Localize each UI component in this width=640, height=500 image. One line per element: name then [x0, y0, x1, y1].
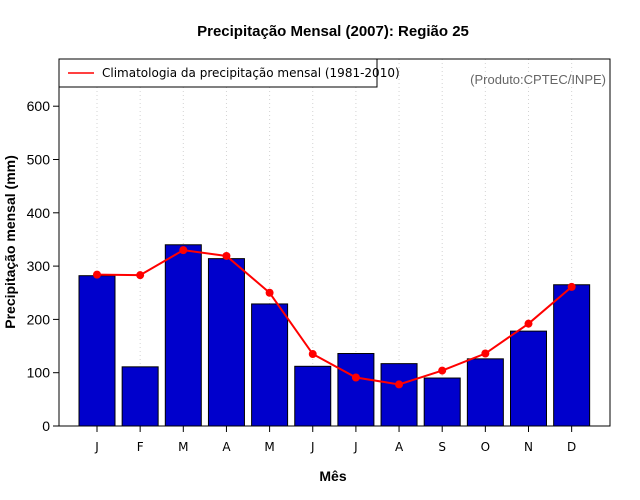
climatology-series — [93, 246, 576, 389]
bar-6 — [294, 365, 332, 427]
bar-5 — [251, 303, 289, 427]
bar-8 — [380, 363, 418, 427]
climatology-point-5 — [265, 288, 274, 297]
x-tick-label: A — [222, 440, 231, 454]
bar-9 — [423, 377, 461, 427]
climatology-point-2 — [136, 271, 145, 280]
x-tick-label: F — [137, 440, 144, 454]
x-tick-label: S — [438, 440, 446, 454]
x-tick-label: M — [264, 440, 274, 454]
bar-4 — [207, 258, 245, 427]
climatology-point-9 — [438, 366, 447, 375]
bar-10 — [466, 358, 504, 427]
x-tick-label: D — [567, 440, 576, 454]
bar-series — [78, 244, 591, 427]
climatology-point-8 — [395, 380, 404, 389]
legend: Climatologia da precipitação mensal (198… — [58, 58, 400, 88]
source-credit: (Produto:CPTEC/INPE) — [470, 72, 606, 87]
x-tick-label: O — [481, 440, 490, 454]
bar-2 — [121, 366, 159, 427]
y-tick-label: 600 — [27, 98, 51, 114]
y-axis: 0 100 200 300 400 500 600 — [27, 98, 59, 434]
bar-11 — [510, 330, 547, 427]
x-tick-label: J — [94, 440, 99, 454]
y-tick-label: 500 — [27, 152, 51, 168]
bar-1 — [78, 275, 116, 427]
x-tick-label: M — [178, 440, 188, 454]
bar-7 — [337, 353, 375, 427]
legend-box — [58, 58, 378, 88]
y-tick-label: 0 — [42, 418, 50, 434]
y-tick-label: 400 — [27, 205, 51, 221]
y-axis-title: Precipitação mensal (mm) — [2, 155, 18, 329]
x-tick-label: J — [353, 440, 358, 454]
climatology-point-3 — [179, 246, 188, 255]
y-tick-label: 100 — [27, 365, 51, 381]
climatology-point-10 — [481, 349, 490, 358]
chart-title: Precipitação Mensal (2007): Região 25 — [197, 23, 469, 40]
legend-label: Climatologia da precipitação mensal (198… — [102, 66, 400, 80]
climatology-point-1 — [93, 270, 101, 279]
climatology-line — [96, 249, 573, 386]
climatology-point-4 — [222, 251, 231, 260]
bar-12 — [553, 284, 591, 427]
climatology-point-12 — [567, 282, 576, 291]
climatology-point-7 — [351, 373, 360, 382]
x-tick-label: N — [524, 440, 533, 454]
x-tick-label: J — [310, 440, 315, 454]
x-tick-label: A — [395, 440, 404, 454]
y-tick-label: 200 — [27, 311, 51, 327]
y-tick-label: 300 — [27, 258, 51, 274]
climatology-point-11 — [524, 319, 533, 328]
climatology-point-6 — [308, 350, 317, 359]
x-axis-title: Mês — [319, 468, 346, 484]
bar-3 — [164, 244, 202, 427]
